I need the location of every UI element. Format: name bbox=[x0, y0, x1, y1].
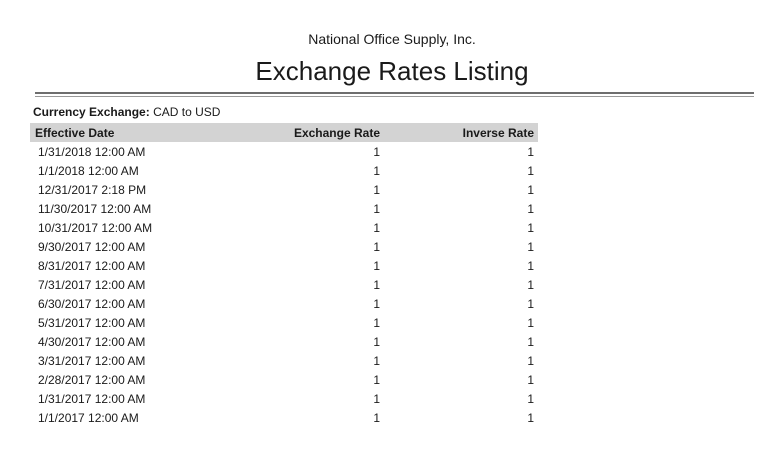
effective-date-cell: 1/1/2018 12:00 AM bbox=[38, 163, 139, 178]
exchange-rate-cell: 1 bbox=[373, 334, 380, 349]
table-header-row: Effective Date Exchange Rate Inverse Rat… bbox=[30, 123, 538, 142]
table-row: 6/30/2017 12:00 AM 1 1 bbox=[30, 294, 538, 313]
effective-date-cell: 1/31/2018 12:00 AM bbox=[38, 144, 146, 159]
effective-date-cell: 3/31/2017 12:00 AM bbox=[38, 353, 146, 368]
exchange-rate-cell: 1 bbox=[373, 258, 380, 273]
inverse-rate-cell: 1 bbox=[527, 334, 534, 349]
filter-value: CAD to USD bbox=[153, 105, 221, 119]
inverse-rate-cell: 1 bbox=[527, 372, 534, 387]
exchange-rate-cell: 1 bbox=[373, 315, 380, 330]
effective-date-cell: 1/1/2017 12:00 AM bbox=[38, 410, 139, 425]
company-name: National Office Supply, Inc. bbox=[308, 31, 476, 47]
inverse-rate-cell: 1 bbox=[527, 201, 534, 216]
exchange-rate-cell: 1 bbox=[373, 296, 380, 311]
exchange-rate-cell: 1 bbox=[373, 239, 380, 254]
table-row: 11/30/2017 12:00 AM 1 1 bbox=[30, 199, 538, 218]
table-header: Effective Date Exchange Rate Inverse Rat… bbox=[30, 123, 538, 142]
table-row: 4/30/2017 12:00 AM 1 1 bbox=[30, 332, 538, 351]
inverse-rate-cell: 1 bbox=[527, 258, 534, 273]
filter-label: Currency Exchange: bbox=[33, 105, 150, 119]
effective-date-cell: 10/31/2017 12:00 AM bbox=[38, 220, 153, 235]
inverse-rate-cell: 1 bbox=[527, 277, 534, 292]
table-row: 7/31/2017 12:00 AM 1 1 bbox=[30, 275, 538, 294]
inverse-rate-cell: 1 bbox=[527, 410, 534, 425]
filter-line: Currency Exchange: CAD to USD bbox=[33, 105, 777, 120]
exchange-rate-cell: 1 bbox=[373, 201, 380, 216]
exchange-rate-cell: 1 bbox=[373, 277, 380, 292]
table-row: 5/31/2017 12:00 AM 1 1 bbox=[30, 313, 538, 332]
exchange-rate-cell: 1 bbox=[373, 353, 380, 368]
exchange-rate-cell: 1 bbox=[373, 182, 380, 197]
inverse-rate-cell: 1 bbox=[527, 182, 534, 197]
report-title: Exchange Rates Listing bbox=[255, 56, 529, 86]
header-divider bbox=[35, 92, 754, 97]
table-row: 3/31/2017 12:00 AM 1 1 bbox=[30, 351, 538, 370]
inverse-rate-cell: 1 bbox=[527, 144, 534, 159]
column-header-inverse-rate: Inverse Rate bbox=[384, 123, 538, 142]
inverse-rate-cell: 1 bbox=[527, 315, 534, 330]
effective-date-cell: 6/30/2017 12:00 AM bbox=[38, 296, 146, 311]
effective-date-cell: 9/30/2017 12:00 AM bbox=[38, 239, 146, 254]
effective-date-cell: 12/31/2017 2:18 PM bbox=[38, 182, 147, 197]
exchange-rate-cell: 1 bbox=[373, 410, 380, 425]
column-header-effective-date: Effective Date bbox=[30, 123, 270, 142]
effective-date-cell: 8/31/2017 12:00 AM bbox=[38, 258, 146, 273]
inverse-rate-cell: 1 bbox=[527, 239, 534, 254]
exchange-rate-cell: 1 bbox=[373, 220, 380, 235]
exchange-rates-table: Effective Date Exchange Rate Inverse Rat… bbox=[30, 123, 538, 427]
inverse-rate-cell: 1 bbox=[527, 220, 534, 235]
effective-date-cell: 11/30/2017 12:00 AM bbox=[38, 201, 152, 216]
table-row: 12/31/2017 2:18 PM 1 1 bbox=[30, 180, 538, 199]
table-row: 9/30/2017 12:00 AM 1 1 bbox=[30, 237, 538, 256]
effective-date-cell: 7/31/2017 12:00 AM bbox=[38, 277, 146, 292]
effective-date-cell: 5/31/2017 12:00 AM bbox=[38, 315, 146, 330]
table-row: 1/31/2017 12:00 AM 1 1 bbox=[30, 389, 538, 408]
inverse-rate-cell: 1 bbox=[527, 391, 534, 406]
exchange-rate-cell: 1 bbox=[373, 144, 380, 159]
table-row: 1/31/2018 12:00 AM 1 1 bbox=[30, 142, 538, 161]
table-body: 1/31/2018 12:00 AM 1 1 1/1/2018 12:00 AM… bbox=[30, 142, 538, 427]
inverse-rate-cell: 1 bbox=[527, 296, 534, 311]
effective-date-cell: 1/31/2017 12:00 AM bbox=[38, 391, 146, 406]
table-row: 8/31/2017 12:00 AM 1 1 bbox=[30, 256, 538, 275]
exchange-rate-cell: 1 bbox=[373, 372, 380, 387]
table-row: 10/31/2017 12:00 AM 1 1 bbox=[30, 218, 538, 237]
column-header-exchange-rate: Exchange Rate bbox=[270, 123, 384, 142]
table-row: 1/1/2017 12:00 AM 1 1 bbox=[30, 408, 538, 427]
inverse-rate-cell: 1 bbox=[527, 353, 534, 368]
exchange-rate-cell: 1 bbox=[373, 391, 380, 406]
inverse-rate-cell: 1 bbox=[527, 163, 534, 178]
table-row: 1/1/2018 12:00 AM 1 1 bbox=[30, 161, 538, 180]
table-row: 2/28/2017 12:00 AM 1 1 bbox=[30, 370, 538, 389]
effective-date-cell: 2/28/2017 12:00 AM bbox=[38, 372, 146, 387]
exchange-rate-cell: 1 bbox=[373, 163, 380, 178]
effective-date-cell: 4/30/2017 12:00 AM bbox=[38, 334, 146, 349]
